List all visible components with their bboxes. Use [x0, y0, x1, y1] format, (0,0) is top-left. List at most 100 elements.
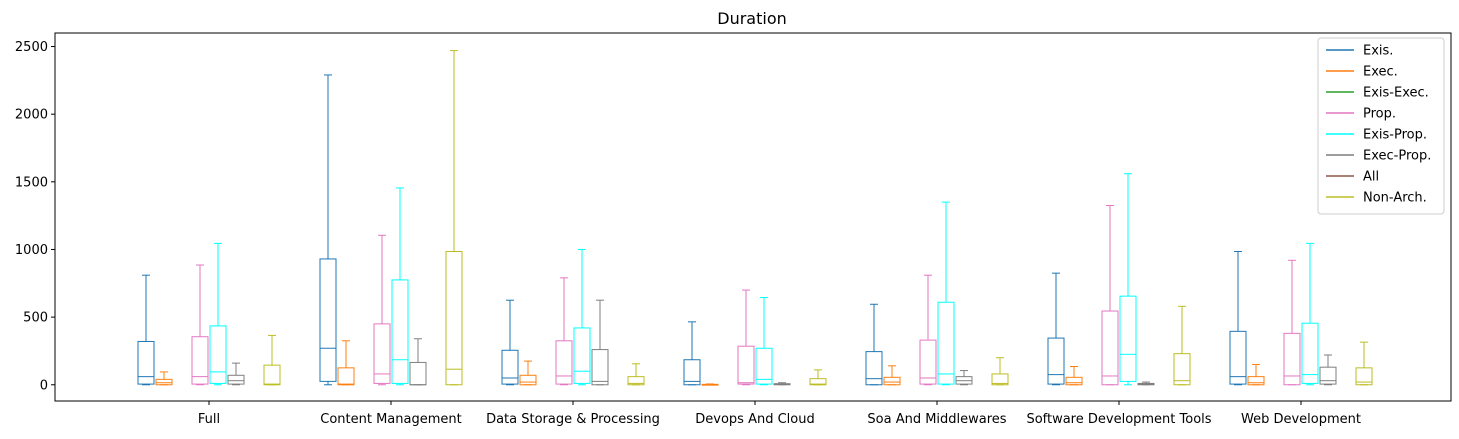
y-tick-label: 0	[40, 378, 48, 393]
box-exec-prop-	[1319, 354, 1337, 386]
box-non-arch-	[445, 50, 463, 386]
box-body	[155, 378, 173, 386]
legend-frame	[1317, 37, 1445, 215]
box-body	[1319, 366, 1337, 385]
box-exec-	[337, 340, 355, 386]
box-body	[919, 339, 937, 385]
box-non-arch-	[1355, 341, 1373, 386]
box-non-arch-	[1173, 305, 1191, 386]
box-body	[209, 325, 227, 384]
box-body	[1229, 330, 1247, 385]
box-exis-	[1047, 272, 1065, 386]
box-body	[865, 351, 883, 386]
box-exec-	[1247, 363, 1265, 386]
legend-label: Exis-Exec.	[1363, 86, 1429, 101]
box-body	[937, 301, 955, 385]
y-tick-label: 2000	[15, 108, 48, 123]
box-body	[1283, 332, 1301, 386]
chart-title: Duration	[717, 9, 787, 28]
legend-label: Prop.	[1363, 107, 1396, 122]
x-tick-label: Software Development Tools	[1026, 412, 1211, 427]
box-exis-	[319, 74, 337, 386]
x-axis: Full Content Management Data Storage & Pro…	[198, 401, 1361, 427]
box-exec-	[155, 371, 173, 386]
box-prop-	[373, 234, 391, 386]
x-tick-label: Devops And Cloud	[695, 412, 814, 427]
box-non-arch-	[809, 369, 827, 386]
box-body	[737, 345, 755, 385]
box-body	[501, 349, 519, 385]
x-tick-label: Soa And Middlewares	[867, 412, 1006, 427]
legend-label: Exis-Prop.	[1363, 128, 1427, 143]
box-prop-	[1101, 205, 1119, 386]
box-body	[555, 340, 573, 385]
box-exec-prop-	[1137, 381, 1155, 386]
box-exec-prop-	[773, 382, 791, 386]
box-prop-	[191, 264, 209, 386]
plot-frame	[54, 32, 1452, 402]
box-exis-	[137, 274, 155, 386]
box-exis-prop-	[1301, 242, 1319, 386]
box-exec-	[519, 360, 537, 386]
box-exec-	[701, 383, 719, 386]
box-body	[591, 349, 609, 386]
box-prop-	[919, 274, 937, 386]
y-tick-label: 2500	[15, 40, 48, 55]
legend-label: All	[1363, 170, 1379, 185]
box-exis-	[1229, 251, 1247, 386]
box-body	[137, 340, 155, 385]
box-prop-	[555, 277, 573, 386]
legend-label: Exec-Prop.	[1363, 149, 1431, 164]
y-tick-label: 1000	[15, 243, 48, 258]
plot-marks	[137, 50, 1373, 386]
box-body	[809, 378, 827, 386]
box-exec-	[1065, 366, 1083, 386]
legend-label: Non-Arch.	[1363, 191, 1427, 206]
box-exis-prop-	[937, 201, 955, 386]
box-non-arch-	[991, 357, 1009, 386]
x-tick-label: Data Storage & Processing	[486, 412, 660, 427]
box-exis-	[865, 303, 883, 386]
legend: Exis. Exec. Exis-Exec. Prop. Exis-Prop. Exec-…	[1317, 37, 1445, 215]
box-body	[573, 327, 591, 384]
y-axis: 0 500 1000 1500 2000 2500	[15, 40, 55, 393]
box-body	[191, 336, 209, 385]
box-exec-	[883, 365, 901, 386]
box-body	[755, 347, 773, 385]
box-exis-prop-	[573, 248, 591, 386]
box-body	[1301, 322, 1319, 384]
box-body	[263, 364, 281, 386]
x-tick-label: Content Management	[320, 412, 461, 427]
box-body	[409, 361, 427, 386]
box-body	[391, 279, 409, 384]
box-exis-	[501, 299, 519, 386]
box-body	[373, 323, 391, 384]
box-body	[319, 258, 337, 382]
box-body	[227, 374, 245, 385]
box-exis-prop-	[209, 242, 227, 386]
box-body	[1101, 310, 1119, 386]
box-prop-	[737, 289, 755, 386]
box-body	[683, 359, 701, 386]
box-exec-prop-	[409, 338, 427, 386]
box-body	[883, 376, 901, 386]
box-body	[1065, 376, 1083, 386]
legend-label: Exis.	[1363, 44, 1393, 59]
box-exec-prop-	[227, 362, 245, 386]
legend-label: Exec.	[1363, 65, 1398, 80]
box-prop-	[1283, 259, 1301, 386]
box-body	[445, 251, 463, 386]
box-body	[1355, 367, 1373, 386]
x-tick-label: Web Development	[1241, 412, 1361, 427]
box-body	[1047, 337, 1065, 385]
box-body	[337, 367, 355, 386]
box-body	[1119, 295, 1137, 382]
box-non-arch-	[627, 363, 645, 386]
box-exis-prop-	[755, 297, 773, 386]
y-tick-label: 500	[23, 311, 48, 326]
box-body	[519, 374, 537, 386]
box-non-arch-	[263, 334, 281, 386]
box-exis-prop-	[1119, 173, 1137, 386]
